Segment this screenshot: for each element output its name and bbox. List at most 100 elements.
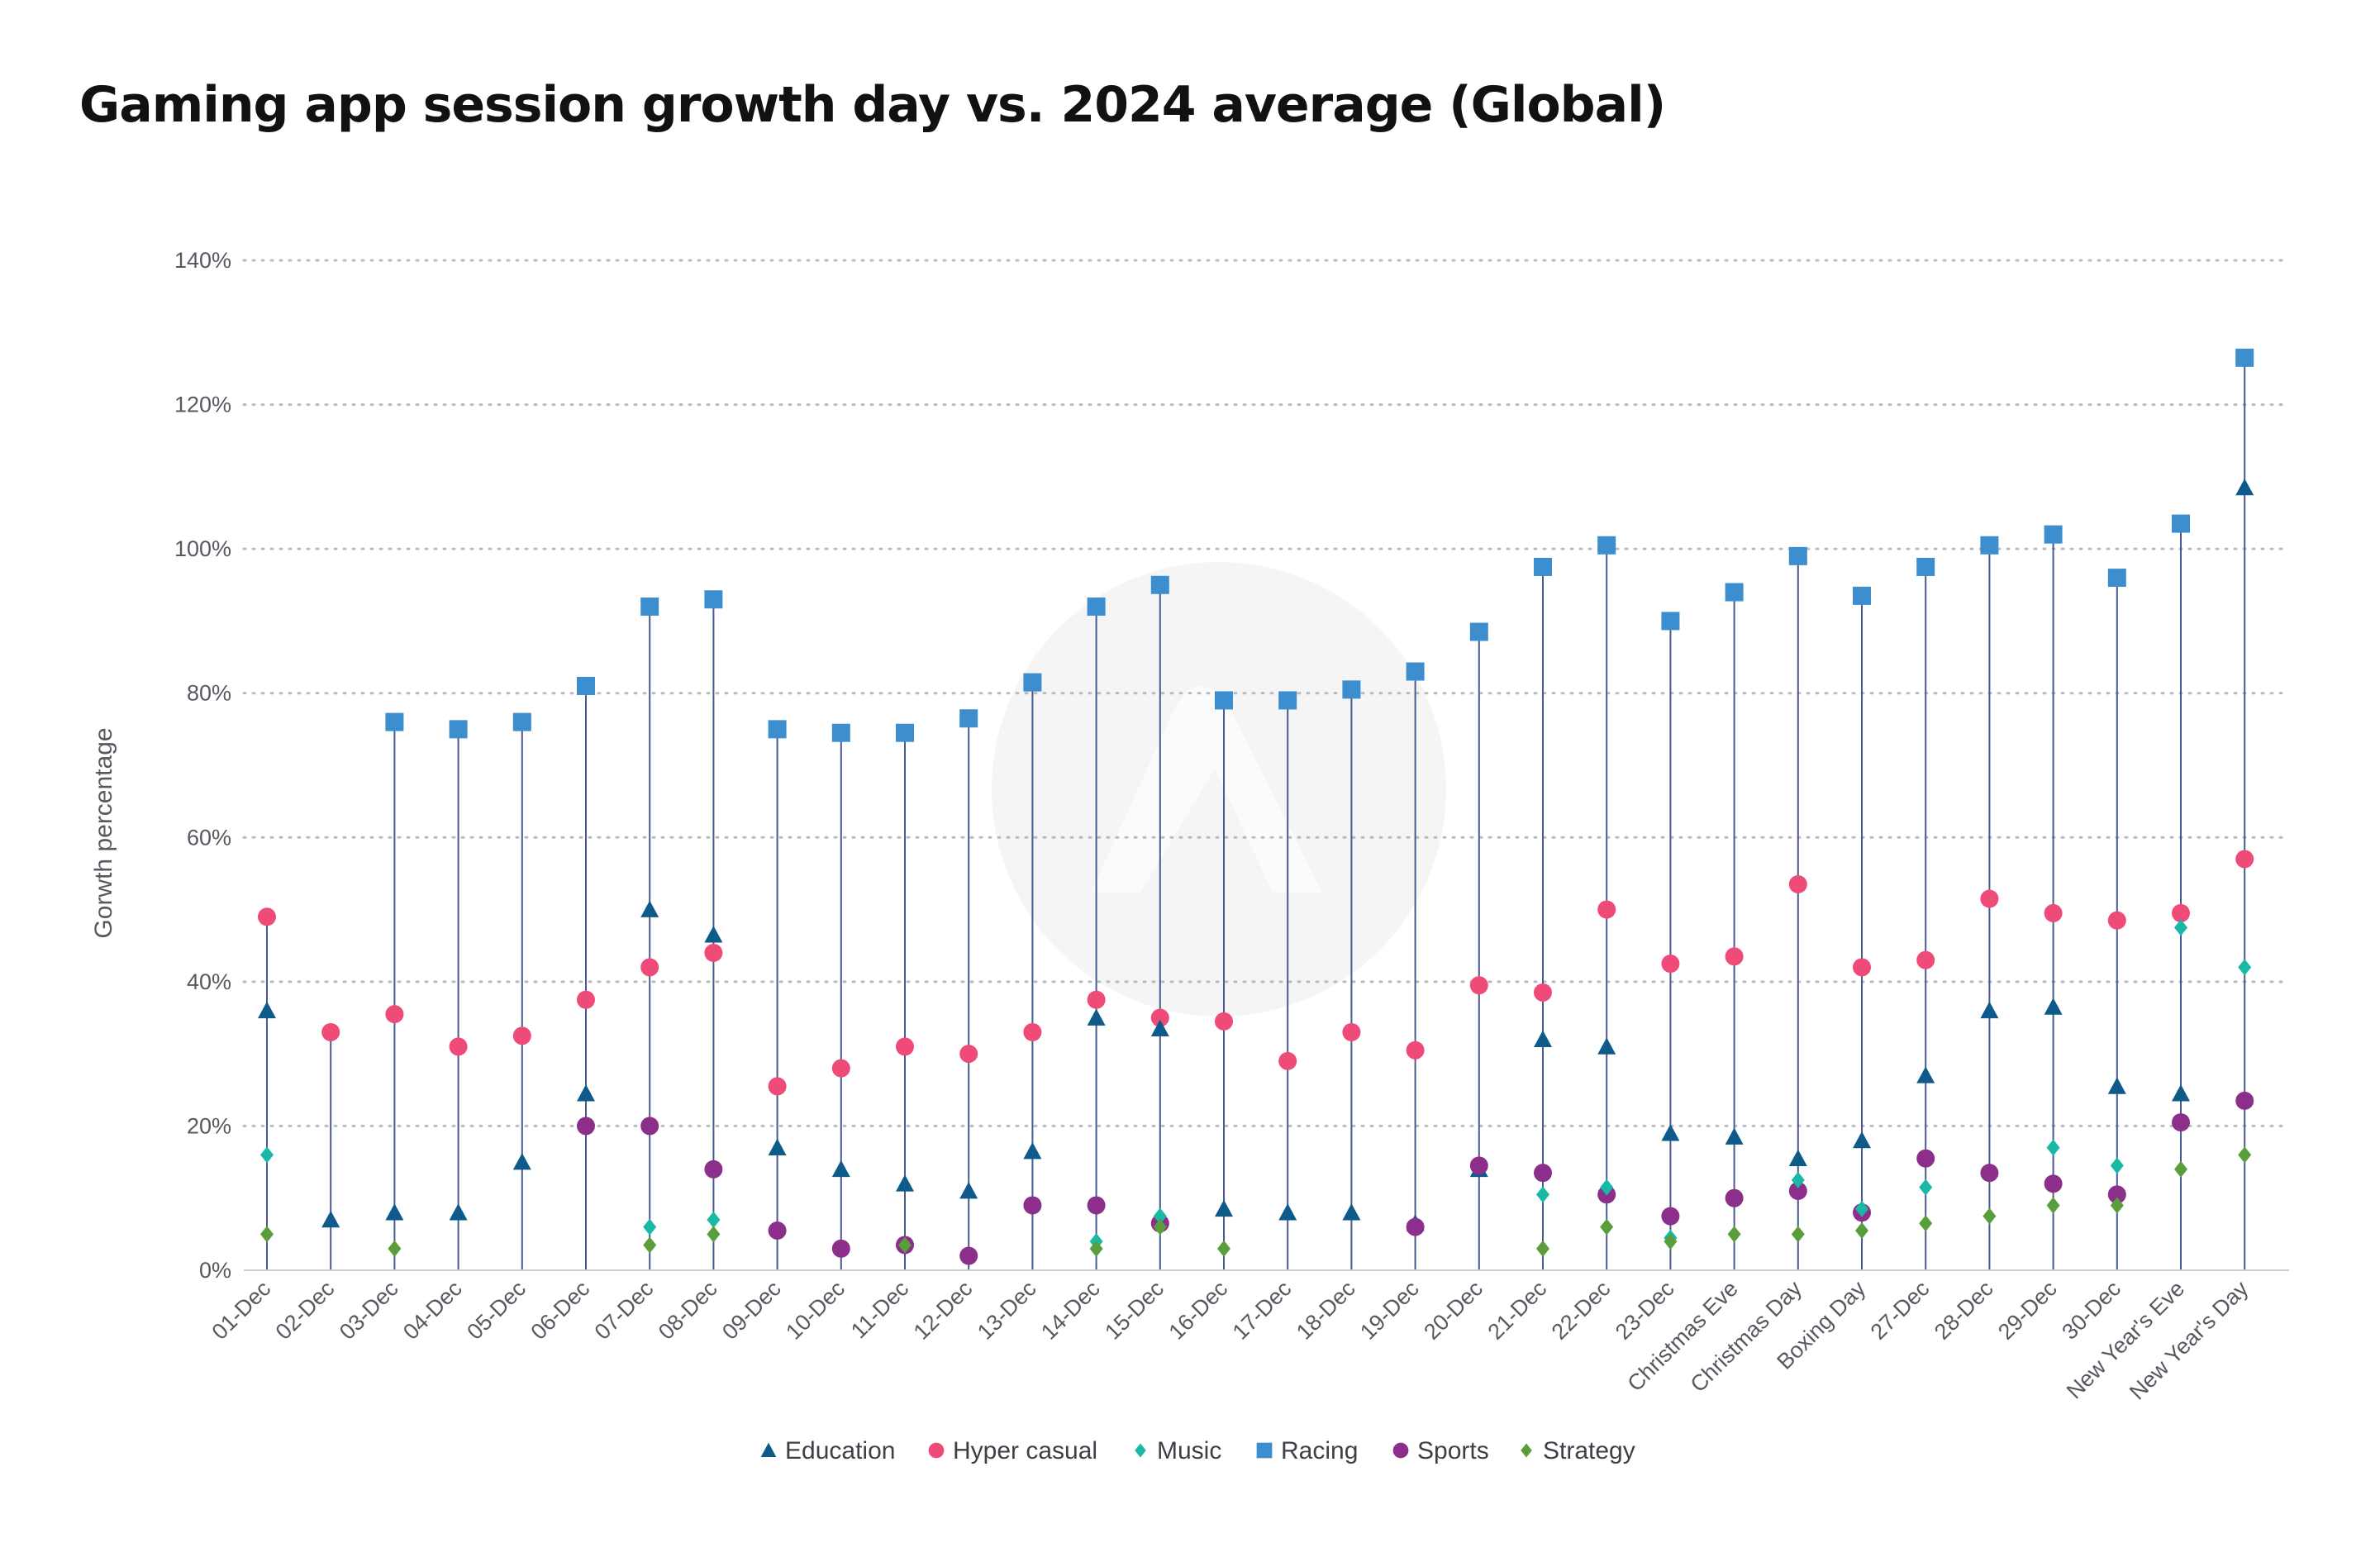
x-tick-label: 10-Dec bbox=[781, 1276, 850, 1345]
education-point bbox=[831, 1160, 850, 1178]
strategy-point bbox=[2238, 1146, 2252, 1164]
sports-point bbox=[1725, 1188, 1744, 1207]
legend-marker-racing bbox=[1256, 1442, 1273, 1459]
x-tick-label: 14-Dec bbox=[1036, 1276, 1105, 1345]
x-tick-label: 28-Dec bbox=[1930, 1276, 1998, 1345]
y-axis: 0% 20% 40% 60% 80% 100% 120% 140% bbox=[174, 248, 231, 1283]
y-tick-label: 120% bbox=[174, 393, 231, 417]
sports-point bbox=[1534, 1164, 1552, 1183]
racing-point bbox=[2235, 348, 2254, 367]
strategy-point bbox=[1600, 1218, 1614, 1236]
x-tick-label: 11-Dec bbox=[846, 1276, 913, 1343]
strategy-point bbox=[1983, 1207, 1997, 1225]
education-point bbox=[1980, 1001, 1999, 1019]
sports-point bbox=[1661, 1207, 1680, 1226]
sports-point bbox=[2044, 1174, 2063, 1193]
hyper-casual-point bbox=[1853, 958, 1871, 977]
legend-marker-hyper-casual bbox=[928, 1442, 945, 1459]
data-markers bbox=[258, 348, 2254, 1265]
education-point bbox=[1597, 1037, 1616, 1055]
racing-point bbox=[1023, 673, 1042, 692]
education-point bbox=[1342, 1203, 1361, 1221]
strategy-point bbox=[1855, 1222, 1868, 1239]
racing-point bbox=[1469, 622, 1488, 641]
education-point bbox=[768, 1138, 787, 1155]
education-point bbox=[1087, 1008, 1106, 1026]
x-tick-label: 29-Dec bbox=[1993, 1276, 2062, 1345]
education-point bbox=[640, 900, 659, 917]
music-point bbox=[2046, 1139, 2060, 1156]
x-tick-label: 18-Dec bbox=[1292, 1276, 1360, 1345]
education-point bbox=[1661, 1124, 1680, 1141]
racing-point bbox=[2044, 525, 2063, 544]
x-tick-label: 22-Dec bbox=[1547, 1276, 1616, 1345]
strategy-point bbox=[2046, 1197, 2060, 1214]
racing-point bbox=[959, 709, 978, 728]
music-point bbox=[643, 1218, 657, 1236]
y-tick-label: 40% bbox=[187, 969, 231, 994]
x-tick-label: 01-Dec bbox=[207, 1276, 275, 1345]
racing-point bbox=[1661, 612, 1680, 631]
hyper-casual-point bbox=[2235, 850, 2254, 869]
racing-point bbox=[512, 712, 531, 731]
sports-point bbox=[640, 1117, 659, 1136]
hyper-casual-point bbox=[704, 943, 723, 962]
racing-point bbox=[1342, 680, 1361, 699]
legend-label-education: Education bbox=[785, 1437, 895, 1464]
hyper-casual-point bbox=[768, 1077, 787, 1096]
racing-point bbox=[1215, 691, 1233, 710]
education-point bbox=[704, 926, 723, 943]
legend-marker-music bbox=[1135, 1443, 1146, 1458]
sports-point bbox=[2172, 1113, 2190, 1132]
y-tick-label: 80% bbox=[187, 681, 231, 706]
education-point bbox=[577, 1084, 595, 1102]
hyper-casual-point bbox=[1278, 1051, 1297, 1070]
music-point bbox=[2110, 1157, 2124, 1174]
education-point bbox=[896, 1174, 914, 1192]
strategy-point bbox=[1791, 1226, 1805, 1243]
music-point bbox=[1791, 1171, 1805, 1188]
legend-marker-education bbox=[760, 1442, 777, 1457]
sports-point bbox=[2235, 1091, 2254, 1110]
music-point bbox=[1855, 1200, 1868, 1217]
music-point bbox=[1153, 1207, 1167, 1225]
education-point bbox=[1278, 1203, 1297, 1221]
education-point bbox=[512, 1153, 531, 1170]
education-point bbox=[385, 1203, 404, 1221]
education-point bbox=[1534, 1030, 1552, 1048]
education-point bbox=[959, 1181, 978, 1199]
sports-point bbox=[1980, 1164, 1999, 1183]
hyper-casual-point bbox=[385, 1005, 404, 1024]
sports-point bbox=[1916, 1149, 1935, 1168]
hyper-casual-point bbox=[1534, 983, 1552, 1002]
sports-point bbox=[1788, 1181, 1807, 1200]
strategy-point bbox=[1664, 1233, 1678, 1250]
education-point bbox=[449, 1203, 468, 1221]
racing-point bbox=[1788, 546, 1807, 565]
racing-point bbox=[1916, 557, 1935, 576]
racing-point bbox=[704, 590, 723, 609]
sports-point bbox=[959, 1246, 978, 1265]
education-point bbox=[2107, 1077, 2126, 1094]
hyper-casual-point bbox=[1597, 900, 1616, 919]
hyper-casual-point bbox=[1725, 947, 1744, 966]
education-point bbox=[258, 1001, 276, 1019]
x-tick-label: New Year's Day bbox=[2125, 1276, 2254, 1405]
hyper-casual-point bbox=[1342, 1022, 1361, 1041]
x-tick-label: Christmas Day bbox=[1686, 1276, 1807, 1398]
racing-point bbox=[1534, 557, 1552, 576]
education-point bbox=[321, 1210, 340, 1228]
hyper-casual-point bbox=[1150, 1008, 1169, 1027]
hyper-casual-point bbox=[2172, 903, 2190, 922]
y-tick-label: 60% bbox=[187, 825, 231, 850]
education-point bbox=[1916, 1066, 1935, 1083]
hyper-casual-point bbox=[1980, 889, 1999, 908]
strategy-point bbox=[1217, 1240, 1230, 1257]
hyper-casual-point bbox=[1023, 1022, 1042, 1041]
strategy-point bbox=[1153, 1218, 1167, 1236]
racing-point bbox=[1150, 575, 1169, 594]
x-tick-label: 15-Dec bbox=[1100, 1276, 1169, 1345]
x-tick-label: 05-Dec bbox=[462, 1276, 531, 1345]
x-tick-label: 27-Dec bbox=[1866, 1276, 1935, 1345]
legend-label-racing: Racing bbox=[1281, 1437, 1358, 1464]
